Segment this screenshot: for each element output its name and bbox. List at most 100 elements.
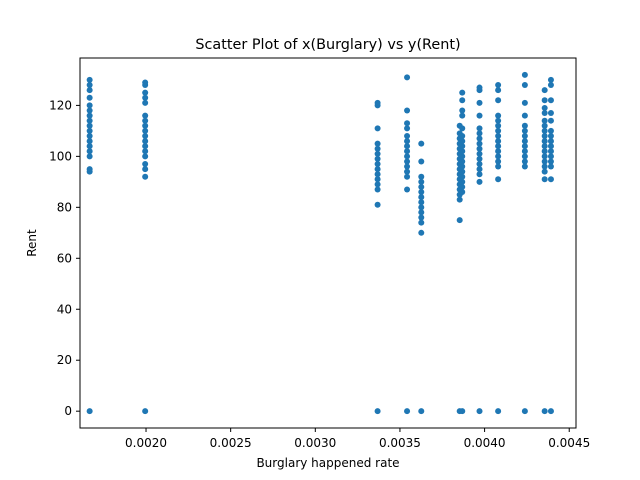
data-point: [547, 97, 554, 104]
data-point: [459, 408, 466, 415]
data-point: [541, 163, 548, 170]
data-point: [541, 122, 548, 129]
x-tick-label: 0.0035: [379, 436, 421, 450]
data-point: [541, 176, 548, 183]
data-point: [521, 148, 528, 155]
data-point: [459, 138, 466, 145]
data-point: [142, 99, 149, 106]
x-tick-label: 0.0040: [464, 436, 506, 450]
data-point: [418, 199, 425, 206]
data-point: [404, 168, 411, 175]
data-point: [86, 102, 93, 109]
data-point: [142, 94, 149, 101]
data-point: [404, 163, 411, 170]
x-tick-label: 0.0030: [294, 436, 336, 450]
data-point: [86, 127, 93, 134]
data-point: [495, 82, 502, 89]
data-point: [476, 178, 483, 185]
data-point: [521, 138, 528, 145]
y-tick-label: 100: [49, 149, 72, 163]
data-point: [476, 99, 483, 106]
data-point: [541, 143, 548, 150]
data-point: [418, 189, 425, 196]
data-point: [541, 132, 548, 139]
data-point: [404, 132, 411, 139]
data-point: [547, 143, 554, 150]
data-point: [374, 166, 381, 173]
data-point: [142, 127, 149, 134]
data-point: [459, 112, 466, 119]
data-point: [495, 153, 502, 160]
data-point: [86, 148, 93, 155]
data-point: [521, 127, 528, 134]
data-point: [404, 107, 411, 114]
data-point: [374, 99, 381, 106]
data-point: [547, 176, 554, 183]
data-points: [86, 71, 554, 415]
data-point: [418, 219, 425, 226]
data-point: [476, 408, 483, 415]
data-point: [547, 117, 554, 124]
data-point: [541, 158, 548, 165]
x-tick-label: 0.0045: [548, 436, 590, 450]
data-point: [495, 112, 502, 119]
data-point: [495, 408, 502, 415]
data-point: [86, 166, 93, 173]
data-point: [142, 161, 149, 168]
data-point: [459, 183, 466, 190]
data-point: [404, 120, 411, 127]
data-point: [495, 122, 502, 129]
data-point: [142, 117, 149, 124]
data-point: [476, 155, 483, 162]
data-point: [86, 153, 93, 160]
y-axis-label: Rent: [25, 229, 39, 257]
data-point: [476, 166, 483, 173]
data-point: [495, 163, 502, 170]
data-point: [374, 140, 381, 147]
data-point: [476, 161, 483, 168]
data-point: [374, 155, 381, 162]
data-point: [541, 127, 548, 134]
data-point: [459, 97, 466, 104]
data-point: [495, 87, 502, 94]
data-point: [459, 173, 466, 180]
data-point: [86, 143, 93, 150]
data-point: [374, 186, 381, 193]
data-point: [541, 117, 548, 124]
data-point: [418, 408, 425, 415]
data-point: [521, 122, 528, 129]
data-point: [521, 158, 528, 165]
data-point: [374, 176, 381, 183]
data-point: [142, 148, 149, 155]
data-point: [547, 148, 554, 155]
data-point: [547, 153, 554, 160]
data-point: [521, 132, 528, 139]
data-point: [495, 158, 502, 165]
data-point: [418, 229, 425, 236]
data-point: [142, 79, 149, 86]
data-point: [418, 214, 425, 221]
data-point: [521, 153, 528, 160]
data-point: [541, 87, 548, 94]
data-point: [521, 99, 528, 106]
data-point: [541, 138, 548, 145]
chart-title: Scatter Plot of x(Burglary) vs y(Rent): [195, 37, 460, 53]
data-point: [142, 122, 149, 129]
data-point: [404, 408, 411, 415]
data-point: [86, 132, 93, 139]
data-point: [459, 153, 466, 160]
data-point: [404, 158, 411, 165]
y-axis: 0 20 40 60 80 100 120: [49, 98, 80, 418]
data-point: [374, 201, 381, 208]
data-point: [476, 130, 483, 137]
data-point: [374, 161, 381, 168]
data-point: [404, 148, 411, 155]
data-point: [459, 89, 466, 96]
data-point: [86, 117, 93, 124]
data-point: [541, 408, 548, 415]
data-point: [495, 132, 502, 139]
y-tick-label: 80: [57, 200, 72, 214]
data-point: [547, 82, 554, 89]
data-point: [459, 168, 466, 175]
